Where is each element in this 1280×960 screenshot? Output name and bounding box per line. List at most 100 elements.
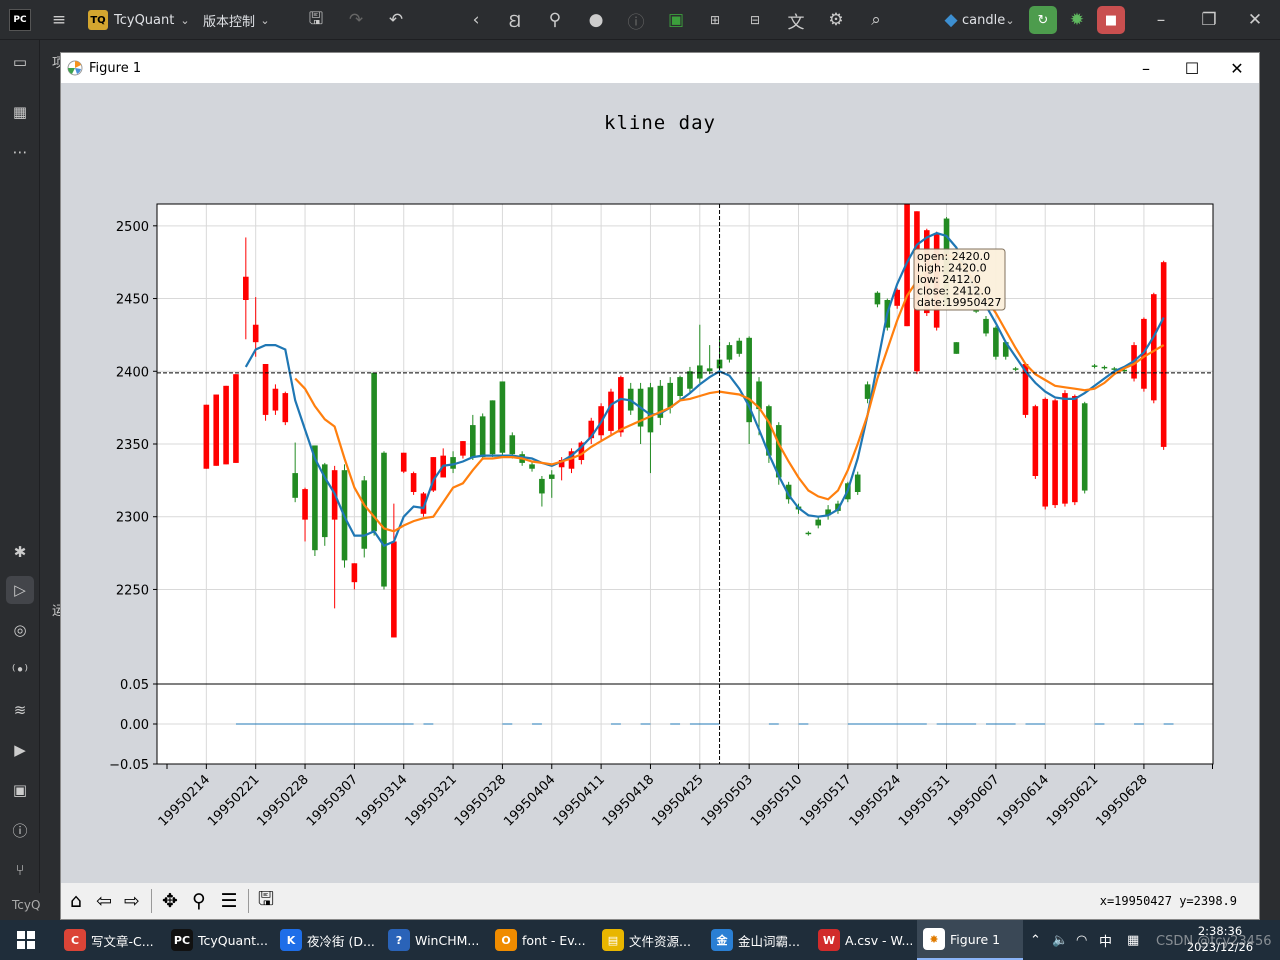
minus-square-icon[interactable]: ⊟ bbox=[749, 13, 761, 27]
app-icon: PC bbox=[171, 929, 193, 951]
candle-body bbox=[588, 420, 595, 439]
search-icon[interactable]: ⌕ bbox=[871, 10, 881, 30]
chart-icon[interactable]: ▣ bbox=[667, 10, 685, 30]
project-folder-icon[interactable]: ▭ bbox=[12, 53, 28, 71]
candle-body bbox=[667, 382, 673, 408]
pycharm-logo[interactable]: PC bbox=[9, 9, 31, 31]
taskbar-item[interactable]: C 写文章-C... bbox=[58, 920, 166, 960]
taskbar-item[interactable]: 金金山词霸... bbox=[705, 920, 811, 960]
gear-icon[interactable]: ⚙ bbox=[828, 10, 844, 30]
minimize-icon[interactable]: – bbox=[1156, 10, 1166, 30]
start-button[interactable] bbox=[6, 920, 46, 960]
forward-arrow-icon[interactable]: ⇨ bbox=[124, 890, 140, 912]
minimize-icon[interactable]: – bbox=[1142, 58, 1150, 78]
tray-expand-icon[interactable]: ⌃ bbox=[1030, 932, 1041, 948]
debug-bug-icon[interactable]: ✹ bbox=[1069, 10, 1085, 30]
more-icon[interactable]: ⋯ bbox=[12, 143, 28, 161]
x-tick-label: 19950214 bbox=[156, 772, 213, 829]
candle-body bbox=[864, 384, 871, 399]
taskbar-item[interactable]: ✸ Figure 1 bbox=[917, 920, 1023, 960]
services-icon[interactable]: ⁽•⁾ bbox=[11, 661, 29, 679]
figure-canvas[interactable]: 2250 2300 2350 2400 2450 2500 0.05 0.00 −0.05 199… bbox=[61, 83, 1259, 883]
y-tick-label: 2450 bbox=[116, 293, 149, 308]
save-icon[interactable]: 🖫 bbox=[308, 8, 324, 29]
ime-indicator[interactable]: 中 bbox=[1099, 934, 1113, 950]
project-badge[interactable]: TQ bbox=[88, 10, 108, 30]
taskbar-item[interactable]: PC TcyQuant... bbox=[165, 920, 273, 960]
save-figure-icon[interactable]: 🖫 bbox=[257, 888, 275, 910]
taskbar-item[interactable]: K 夜冷街 (D... bbox=[274, 920, 382, 960]
structure-icon[interactable]: ▦ bbox=[12, 103, 28, 121]
terminal-icon[interactable]: ▣ bbox=[12, 781, 28, 799]
stop-button[interactable]: ■ bbox=[1097, 6, 1125, 34]
ai-sparkle-icon[interactable]: ✱ bbox=[13, 543, 27, 561]
taskbar-item[interactable]: ? WinCHM... bbox=[382, 920, 486, 960]
x-tick-label: 19950321 bbox=[403, 772, 460, 829]
candle-body bbox=[1121, 369, 1127, 372]
project-name[interactable]: TcyQuant bbox=[114, 12, 175, 28]
restore-icon[interactable]: ❐ bbox=[1201, 10, 1217, 30]
sub-y-tick-label: 0.05 bbox=[120, 678, 149, 693]
translate-icon[interactable]: 文 bbox=[787, 12, 805, 33]
x-tick-label: 19950524 bbox=[847, 772, 904, 829]
undo-icon[interactable]: ↶ bbox=[388, 10, 404, 30]
vcs-menu[interactable]: 版本控制 bbox=[203, 14, 256, 30]
pan-icon[interactable]: ✥ bbox=[162, 890, 178, 912]
x-tick-label: 19950628 bbox=[1093, 772, 1150, 829]
network-icon[interactable]: ◠ bbox=[1076, 932, 1088, 948]
candle-body bbox=[420, 493, 427, 514]
back-icon[interactable]: ‹ bbox=[472, 10, 480, 30]
find-icon[interactable]: ⚲ bbox=[548, 10, 562, 30]
candle-body bbox=[450, 457, 456, 469]
configure-subplots-icon[interactable]: ☰ bbox=[220, 890, 238, 912]
run-config-name[interactable]: candle bbox=[962, 12, 1006, 28]
home-icon[interactable]: ⌂ bbox=[69, 890, 83, 912]
chevron-down-icon[interactable]: ⌄ bbox=[180, 13, 190, 27]
redo-icon[interactable]: ↷ bbox=[348, 10, 364, 30]
x-tick-label: 19950404 bbox=[501, 772, 558, 829]
x-tick-label: 19950314 bbox=[353, 772, 410, 829]
info-outline-icon[interactable]: ⓘ bbox=[627, 12, 645, 33]
figure-title: Figure 1 bbox=[89, 61, 142, 76]
csdn-watermark: CSDN @tcy23456 bbox=[1156, 934, 1272, 949]
figure-title-bar[interactable]: Figure 1 – ☐ ✕ bbox=[61, 53, 1259, 83]
candle-body bbox=[854, 474, 861, 492]
close-icon[interactable]: ✕ bbox=[1247, 10, 1263, 30]
volume-icon[interactable]: 🔈 bbox=[1052, 932, 1069, 948]
maximize-icon[interactable]: ☐ bbox=[1184, 58, 1200, 78]
x-tick-label: 19950228 bbox=[254, 772, 311, 829]
chevron-down-icon[interactable]: ⌄ bbox=[1005, 13, 1015, 27]
candle-body bbox=[489, 400, 496, 455]
main-menu-icon[interactable]: ≡ bbox=[51, 10, 67, 30]
candle-body bbox=[529, 464, 535, 469]
git-icon[interactable]: ⑂ bbox=[15, 861, 25, 879]
close-icon[interactable]: ✕ bbox=[1230, 58, 1244, 78]
info-icon[interactable]: ● bbox=[588, 10, 604, 30]
x-tick-label: 19950510 bbox=[748, 772, 805, 829]
problems-icon[interactable]: ⓘ bbox=[12, 821, 28, 840]
plus-square-icon[interactable]: ⊞ bbox=[709, 13, 721, 27]
clock[interactable]: 2:38:36 2023/12/26 bbox=[1180, 923, 1260, 955]
taskbar-item[interactable]: ▤ 文件资源... bbox=[596, 920, 704, 960]
taskbar-item-label: WinCHM... bbox=[415, 932, 480, 948]
run-tool-icon[interactable]: ▷ bbox=[6, 576, 34, 604]
layers-icon[interactable]: ≋ bbox=[13, 701, 27, 719]
taskbar-item[interactable]: W A.csv - W... bbox=[812, 920, 916, 960]
chevron-down-icon[interactable]: ⌄ bbox=[260, 13, 270, 27]
candle-body bbox=[1111, 368, 1118, 370]
python-console-icon[interactable]: ◎ bbox=[13, 621, 27, 639]
kline-chart[interactable]: 2250 2300 2350 2400 2450 2500 0.05 0.00 −0.05 199… bbox=[61, 83, 1259, 883]
y-tick-label: 2400 bbox=[116, 365, 149, 380]
keyboard-icon[interactable]: ▦ bbox=[1127, 932, 1140, 948]
candle-body bbox=[381, 452, 387, 587]
candle-body bbox=[272, 388, 279, 411]
sub-y-tick-label: 0.00 bbox=[120, 718, 149, 733]
tooltip-line: close: 2412.0 bbox=[917, 285, 991, 298]
font-icon[interactable]: Ꞛ bbox=[508, 11, 522, 32]
rerun-button[interactable]: ↻ bbox=[1029, 6, 1057, 34]
back-arrow-icon[interactable]: ⇦ bbox=[96, 890, 112, 912]
play-circle-icon[interactable]: ▶ bbox=[14, 741, 26, 759]
candle-body bbox=[874, 292, 881, 305]
zoom-icon[interactable]: ⚲ bbox=[192, 890, 206, 912]
